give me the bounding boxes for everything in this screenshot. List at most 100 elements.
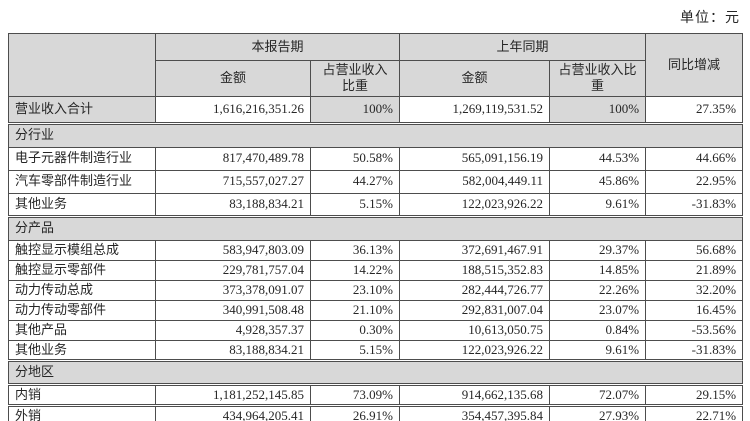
row-label: 电子元器件制造行业: [8, 146, 156, 171]
cell-current-share: 0.30%: [309, 319, 401, 341]
cell-current-amount: 83,188,834.21: [155, 192, 311, 217]
table-row-touch-display-module: 触控显示模组总成 583,947,803.09 36.13% 372,691,4…: [8, 239, 744, 261]
cell-prior-amount: 188,515,352.83: [399, 259, 551, 281]
cell-yoy-change: 16.45%: [645, 299, 744, 321]
cell-current-amount: 340,991,508.48: [155, 299, 311, 321]
cell-current-share: 5.15%: [309, 339, 401, 361]
row-label: 其他产品: [8, 319, 156, 341]
cell-prior-amount: 292,831,007.04: [399, 299, 551, 321]
section-row-by-industry: 分行业: [7, 121, 744, 148]
cell-current-share: 36.13%: [309, 239, 401, 261]
cell-current-amount: 83,188,834.21: [155, 339, 311, 361]
table-row-electronics: 电子元器件制造行业 817,470,489.78 50.58% 565,091,…: [8, 146, 744, 171]
table-header-row-2: 金额 占营业收入比重 金额 占营业收入比重: [9, 60, 743, 97]
row-label: 其他业务: [8, 192, 156, 217]
cell-prior-share: 100%: [549, 95, 647, 124]
cell-prior-share: 14.85%: [549, 259, 647, 281]
row-label: 其他业务: [8, 339, 156, 361]
row-label: 营业收入合计: [8, 95, 156, 124]
cell-current-share: 100%: [309, 95, 401, 124]
section-label: 分地区: [7, 358, 744, 385]
cell-prior-share: 44.53%: [549, 146, 647, 171]
cell-prior-amount: 354,457,395.84: [399, 403, 551, 421]
cell-current-amount: 373,378,091.07: [155, 279, 311, 301]
cell-current-share: 5.15%: [309, 192, 401, 217]
section-label: 分行业: [7, 121, 744, 148]
cell-yoy-change: 44.66%: [645, 146, 744, 171]
section-label: 分产品: [7, 214, 744, 241]
col-header-current-share: 占营业收入比重: [309, 60, 401, 97]
corner-blank-cell: [8, 33, 156, 97]
col-header-prior-share: 占营业收入比重: [549, 60, 647, 97]
cell-prior-amount: 282,444,726.77: [399, 279, 551, 301]
cell-prior-amount: 372,691,467.91: [399, 239, 551, 261]
cell-prior-share: 29.37%: [549, 239, 647, 261]
table-row-power-transmission-assembly: 动力传动总成 373,378,091.07 23.10% 282,444,726…: [8, 279, 744, 301]
cell-prior-share: 9.61%: [549, 192, 647, 217]
cell-current-amount: 434,964,205.41: [155, 403, 311, 421]
row-label: 动力传动零部件: [8, 299, 156, 321]
table-header-row-1: 本报告期 上年同期 同比增减: [8, 33, 744, 97]
cell-yoy-change: 32.20%: [645, 279, 744, 301]
cell-current-amount: 715,557,027.27: [155, 169, 311, 194]
cell-current-amount: 1,181,252,145.85: [155, 382, 311, 407]
cell-prior-amount: 122,023,926.22: [399, 192, 551, 217]
cell-current-share: 21.10%: [309, 299, 401, 321]
col-header-current-amount: 金额: [155, 60, 311, 97]
cell-yoy-change: 22.95%: [645, 169, 744, 194]
cell-yoy-change: -53.56%: [645, 319, 744, 341]
cell-prior-amount: 582,004,449.11: [399, 169, 551, 194]
cell-prior-share: 23.07%: [549, 299, 647, 321]
cell-current-amount: 583,947,803.09: [155, 239, 311, 261]
revenue-breakdown-table: 本报告期 上年同期 同比增减 金额 占营业收入比重 金额 占营业收入比重 营业收…: [7, 33, 744, 421]
cell-prior-amount: 1,269,119,531.52: [399, 95, 551, 124]
table-row-other-business-product: 其他业务 83,188,834.21 5.15% 122,023,926.22 …: [8, 339, 744, 361]
cell-yoy-change: 21.89%: [645, 259, 744, 281]
cell-current-amount: 1,616,216,351.26: [155, 95, 311, 124]
row-label: 内销: [8, 382, 156, 407]
cell-current-amount: 4,928,357.37: [155, 319, 311, 341]
col-group-current-period: 本报告期: [154, 33, 401, 61]
row-label: 动力传动总成: [8, 279, 156, 301]
cell-yoy-change: 56.68%: [645, 239, 744, 261]
cell-current-share: 14.22%: [309, 259, 401, 281]
cell-yoy-change: 27.35%: [645, 95, 744, 124]
section-row-by-product: 分产品: [7, 214, 744, 241]
table-row-power-transmission-parts: 动力传动零部件 340,991,508.48 21.10% 292,831,00…: [8, 299, 744, 321]
cell-prior-share: 9.61%: [549, 339, 647, 361]
cell-current-share: 23.10%: [309, 279, 401, 301]
section-row-by-region: 分地区: [7, 358, 744, 385]
cell-prior-amount: 122,023,926.22: [399, 339, 551, 361]
cell-current-share: 50.58%: [309, 146, 401, 171]
row-label: 触控显示模组总成: [8, 239, 156, 261]
table-row-export-sales: 外销 434,964,205.41 26.91% 354,457,395.84 …: [8, 403, 744, 421]
cell-prior-share: 72.07%: [549, 382, 647, 407]
cell-prior-share: 22.26%: [549, 279, 647, 301]
cell-current-share: 26.91%: [309, 403, 401, 421]
table-row-touch-display-parts: 触控显示零部件 229,781,757.04 14.22% 188,515,35…: [8, 259, 744, 281]
cell-yoy-change: -31.83%: [645, 339, 744, 361]
table-row-other-business-industry: 其他业务 83,188,834.21 5.15% 122,023,926.22 …: [8, 192, 744, 217]
cell-prior-share: 0.84%: [549, 319, 647, 341]
cell-yoy-change: 29.15%: [645, 382, 744, 407]
cell-prior-amount: 10,613,050.75: [399, 319, 551, 341]
cell-prior-share: 45.86%: [549, 169, 647, 194]
row-label: 外销: [8, 403, 156, 421]
row-label: 触控显示零部件: [8, 259, 156, 281]
table-row-domestic-sales: 内销 1,181,252,145.85 73.09% 914,662,135.6…: [8, 382, 744, 407]
cell-prior-amount: 914,662,135.68: [399, 382, 551, 407]
cell-yoy-change: 22.71%: [645, 403, 744, 421]
cell-yoy-change: -31.83%: [645, 192, 744, 217]
col-header-yoy-change: 同比增减: [645, 33, 744, 97]
unit-label: 单位：元: [680, 11, 740, 26]
cell-current-share: 44.27%: [309, 169, 401, 194]
col-header-prior-amount: 金额: [399, 60, 551, 97]
table-row-total-revenue: 营业收入合计 1,616,216,351.26 100% 1,269,119,5…: [8, 95, 744, 124]
table-row-other-products: 其他产品 4,928,357.37 0.30% 10,613,050.75 0.…: [8, 319, 744, 341]
cell-prior-share: 27.93%: [549, 403, 647, 421]
row-label: 汽车零部件制造行业: [8, 169, 156, 194]
col-group-prior-period: 上年同期: [399, 33, 647, 61]
cell-current-amount: 229,781,757.04: [155, 259, 311, 281]
cell-current-amount: 817,470,489.78: [155, 146, 311, 171]
